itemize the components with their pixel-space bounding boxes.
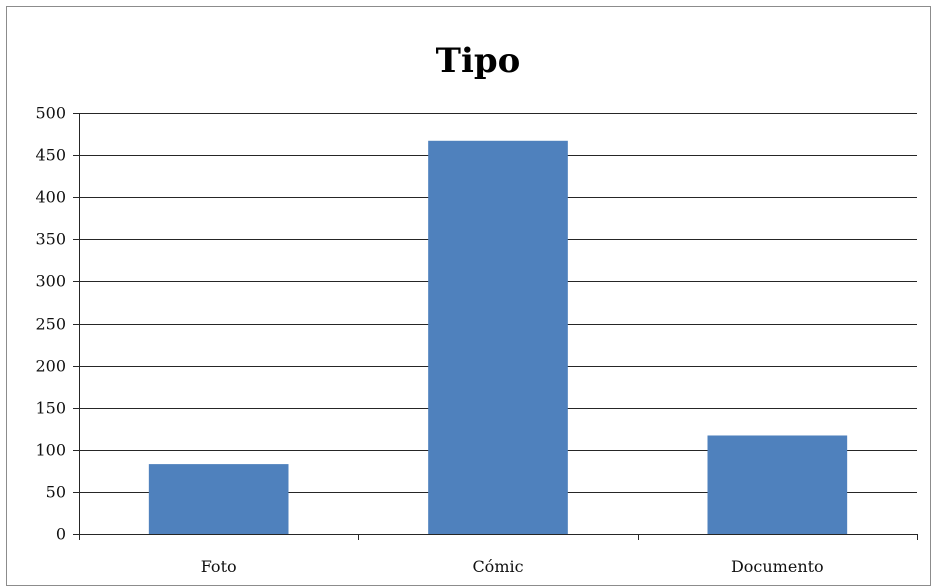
y-axis-ticks: 0 50 100 150 200 250 300 350 400 450 500 [35,104,79,544]
x-tick-label: Foto [201,557,237,576]
y-tick-label: 450 [35,146,66,165]
x-tick-label: Cómic [472,557,523,576]
y-tick-label: 250 [35,315,66,334]
y-tick-label: 500 [35,104,66,123]
axes [79,113,917,535]
bars [148,140,848,534]
y-tick-label: 100 [35,441,66,460]
bar-foto [148,464,289,534]
y-tick-label: 0 [56,525,66,544]
bar-cómic [428,140,568,534]
chart-title: Tipo [436,41,521,81]
y-tick-label: 350 [35,230,66,249]
y-tick-label: 400 [35,188,66,207]
y-tick-label: 50 [46,483,66,502]
y-tick-label: 300 [35,272,66,291]
y-tick-label: 200 [35,357,66,376]
bar-documento [707,435,848,534]
y-tick-label: 150 [35,399,66,418]
x-tick-label: Documento [731,557,824,576]
x-axis-ticks: Foto Cómic Documento [79,534,918,576]
